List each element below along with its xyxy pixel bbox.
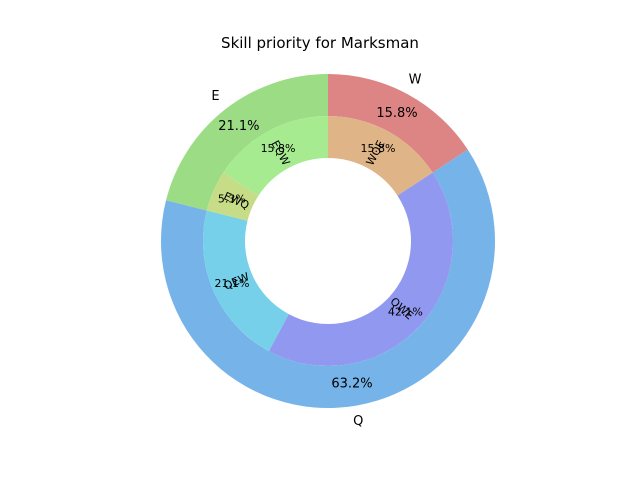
inner-slice-wqe [328,116,433,196]
outer-pct-q: 63.2% [331,376,372,391]
inner-slice-eqw [223,116,328,196]
inner-slice-qew [203,210,289,352]
outer-label-w: W [409,73,422,88]
outer-label-q: Q [353,414,363,429]
outer-pct-w: 15.8% [376,106,417,121]
inner-pct-qwe: 42.1% [388,305,423,318]
outer-slice-e [166,74,328,211]
inner-slice-ewq [206,172,259,221]
outer-label-e: E [211,89,219,104]
inner-pct-qew: 21.1% [214,277,249,290]
inner-pct-wqe: 15.8% [360,142,395,155]
outer-pct-e: 21.1% [218,119,259,134]
outer-slice-w [328,74,468,173]
inner-pct-eqw: 15.8% [261,142,296,155]
chart-title: Skill priority for Marksman [221,34,419,52]
outer-slice-q [161,149,496,409]
inner-pct-ewq: 5.3% [218,192,246,205]
inner-slice-qwe [268,172,454,367]
